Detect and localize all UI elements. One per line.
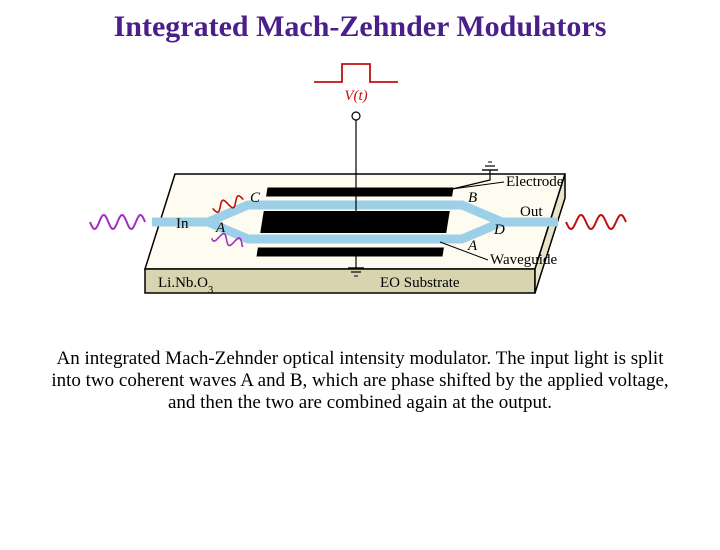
label-A-right: A [467,238,478,254]
label-out: Out [520,204,543,220]
voltage-label: V(t) [344,88,367,104]
voltage-pulse-waveform [314,64,398,82]
label-A-left: A [215,220,226,236]
electrode-center [260,211,450,233]
voltage-node [352,112,360,120]
page-title: Integrated Mach-Zehnder Modulators [0,10,720,44]
electrode-top [266,188,453,197]
mach-zehnder-diagram: V(t)InOutCABBADElectrodeWaveguideLi.Nb.O… [80,44,640,334]
label-waveguide: Waveguide [490,252,557,268]
label-in: In [176,216,189,232]
input-wave [90,215,145,229]
electrode-bottom [256,248,443,257]
caption-text: An integrated Mach-Zehnder optical inten… [40,348,680,414]
label-D: D [493,222,505,238]
label-electrode: Electrode [506,174,564,190]
label-C: C [250,190,261,206]
output-wave [566,215,626,229]
label-eo-substrate: EO Substrate [380,275,460,291]
label-B-right: B [468,190,477,206]
label-B-center: B [276,212,285,228]
